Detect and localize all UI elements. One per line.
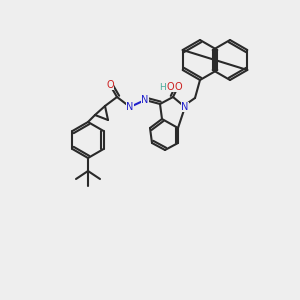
Text: N: N [141, 95, 149, 105]
Text: N: N [126, 102, 134, 112]
Text: O: O [174, 82, 182, 92]
Text: O: O [166, 82, 174, 92]
Text: O: O [106, 80, 114, 90]
Text: H: H [160, 82, 167, 91]
Text: N: N [181, 102, 189, 112]
